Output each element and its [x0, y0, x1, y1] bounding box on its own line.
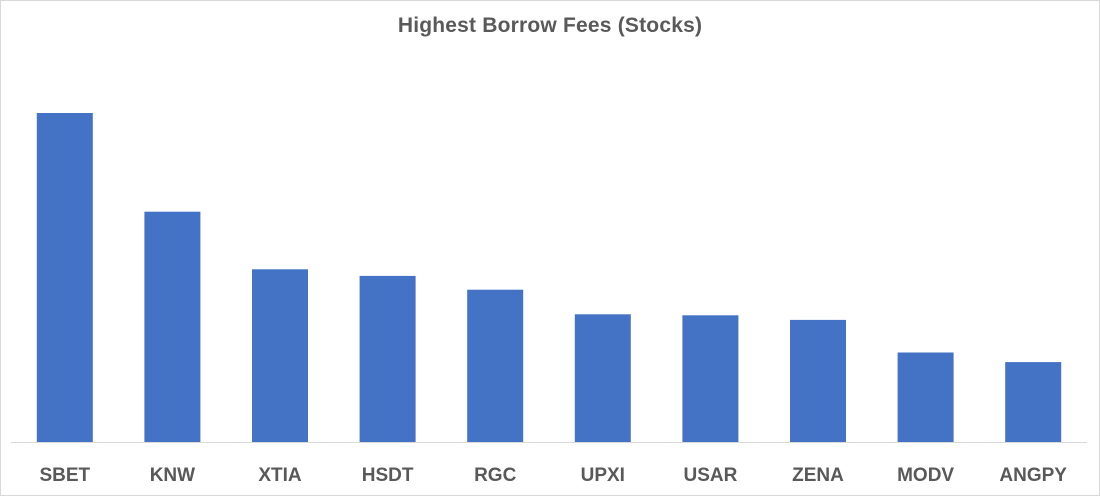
- x-tick-label-zena: ZENA: [792, 465, 844, 486]
- x-tick-label-knw: KNW: [150, 465, 195, 486]
- x-tick-label-hsdt: HSDT: [362, 465, 414, 486]
- bar-usar: [682, 315, 739, 442]
- x-tick-label-modv: MODV: [897, 465, 954, 486]
- bar-angpy: [1005, 362, 1062, 442]
- bars-group: [36, 113, 1062, 442]
- bar-sbet: [36, 113, 93, 442]
- x-tick-label-usar: USAR: [683, 465, 737, 486]
- x-tick-labels: SBET KNW XTIA HSDT RGC UPXI USAR ZENA MODV ANGPY: [39, 465, 1067, 486]
- bar-upxi: [574, 314, 631, 442]
- bar-xtia: [252, 269, 308, 442]
- x-tick-label-rgc: RGC: [474, 465, 517, 486]
- bar-knw: [144, 211, 201, 442]
- x-tick-label-upxi: UPXI: [581, 465, 625, 486]
- x-tick-label-xtia: XTIA: [258, 465, 302, 486]
- bar-rgc: [467, 289, 524, 442]
- x-tick-label-sbet: SBET: [39, 465, 90, 486]
- bar-hsdt: [359, 275, 416, 442]
- bar-modv: [897, 352, 954, 442]
- bar-zena: [790, 319, 846, 442]
- chart-title: Highest Borrow Fees (Stocks): [397, 14, 703, 37]
- x-tick-label-angpy: ANGPY: [999, 465, 1067, 486]
